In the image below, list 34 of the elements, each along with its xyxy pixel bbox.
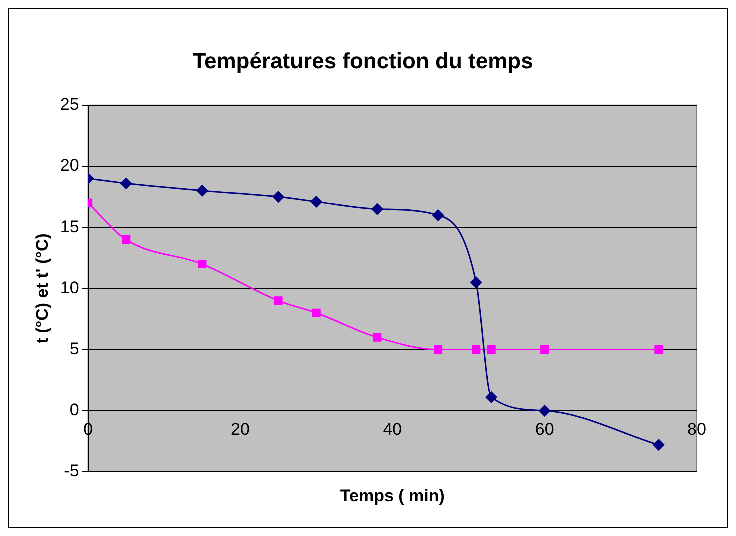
- y-axis-title: t (°C) et t' (°C): [32, 234, 52, 344]
- point: [196, 185, 208, 197]
- y-tick-label: 5: [70, 339, 80, 358]
- point: [122, 236, 131, 244]
- y-tick-label: 10: [60, 278, 80, 298]
- point: [434, 346, 443, 354]
- point: [274, 296, 283, 306]
- point: [486, 392, 498, 404]
- chart-title: Températures fonction du temps: [192, 48, 534, 74]
- point: [472, 346, 481, 354]
- point: [272, 191, 284, 203]
- x-tick-label: 80: [688, 420, 706, 439]
- point: [653, 439, 665, 451]
- y-tick-label: 25: [60, 95, 80, 114]
- point: [470, 276, 482, 288]
- y-tick-label: 15: [60, 217, 80, 236]
- point: [432, 210, 444, 222]
- y-tick-label: 0: [70, 400, 80, 420]
- y-tick-label: -5: [64, 462, 80, 481]
- point: [372, 204, 384, 216]
- point: [198, 260, 207, 269]
- point: [540, 346, 550, 354]
- x-tick-label: 60: [535, 420, 554, 439]
- point: [312, 308, 321, 318]
- x-axis-title: Temps ( min): [340, 486, 445, 506]
- point: [487, 346, 496, 354]
- point: [373, 333, 382, 342]
- x-tick-label: 40: [383, 420, 402, 439]
- y-tick-label: 20: [60, 156, 80, 176]
- point: [310, 196, 322, 208]
- point: [120, 178, 132, 190]
- point: [654, 346, 664, 354]
- point: [539, 405, 551, 417]
- x-tick-label: 20: [231, 420, 250, 439]
